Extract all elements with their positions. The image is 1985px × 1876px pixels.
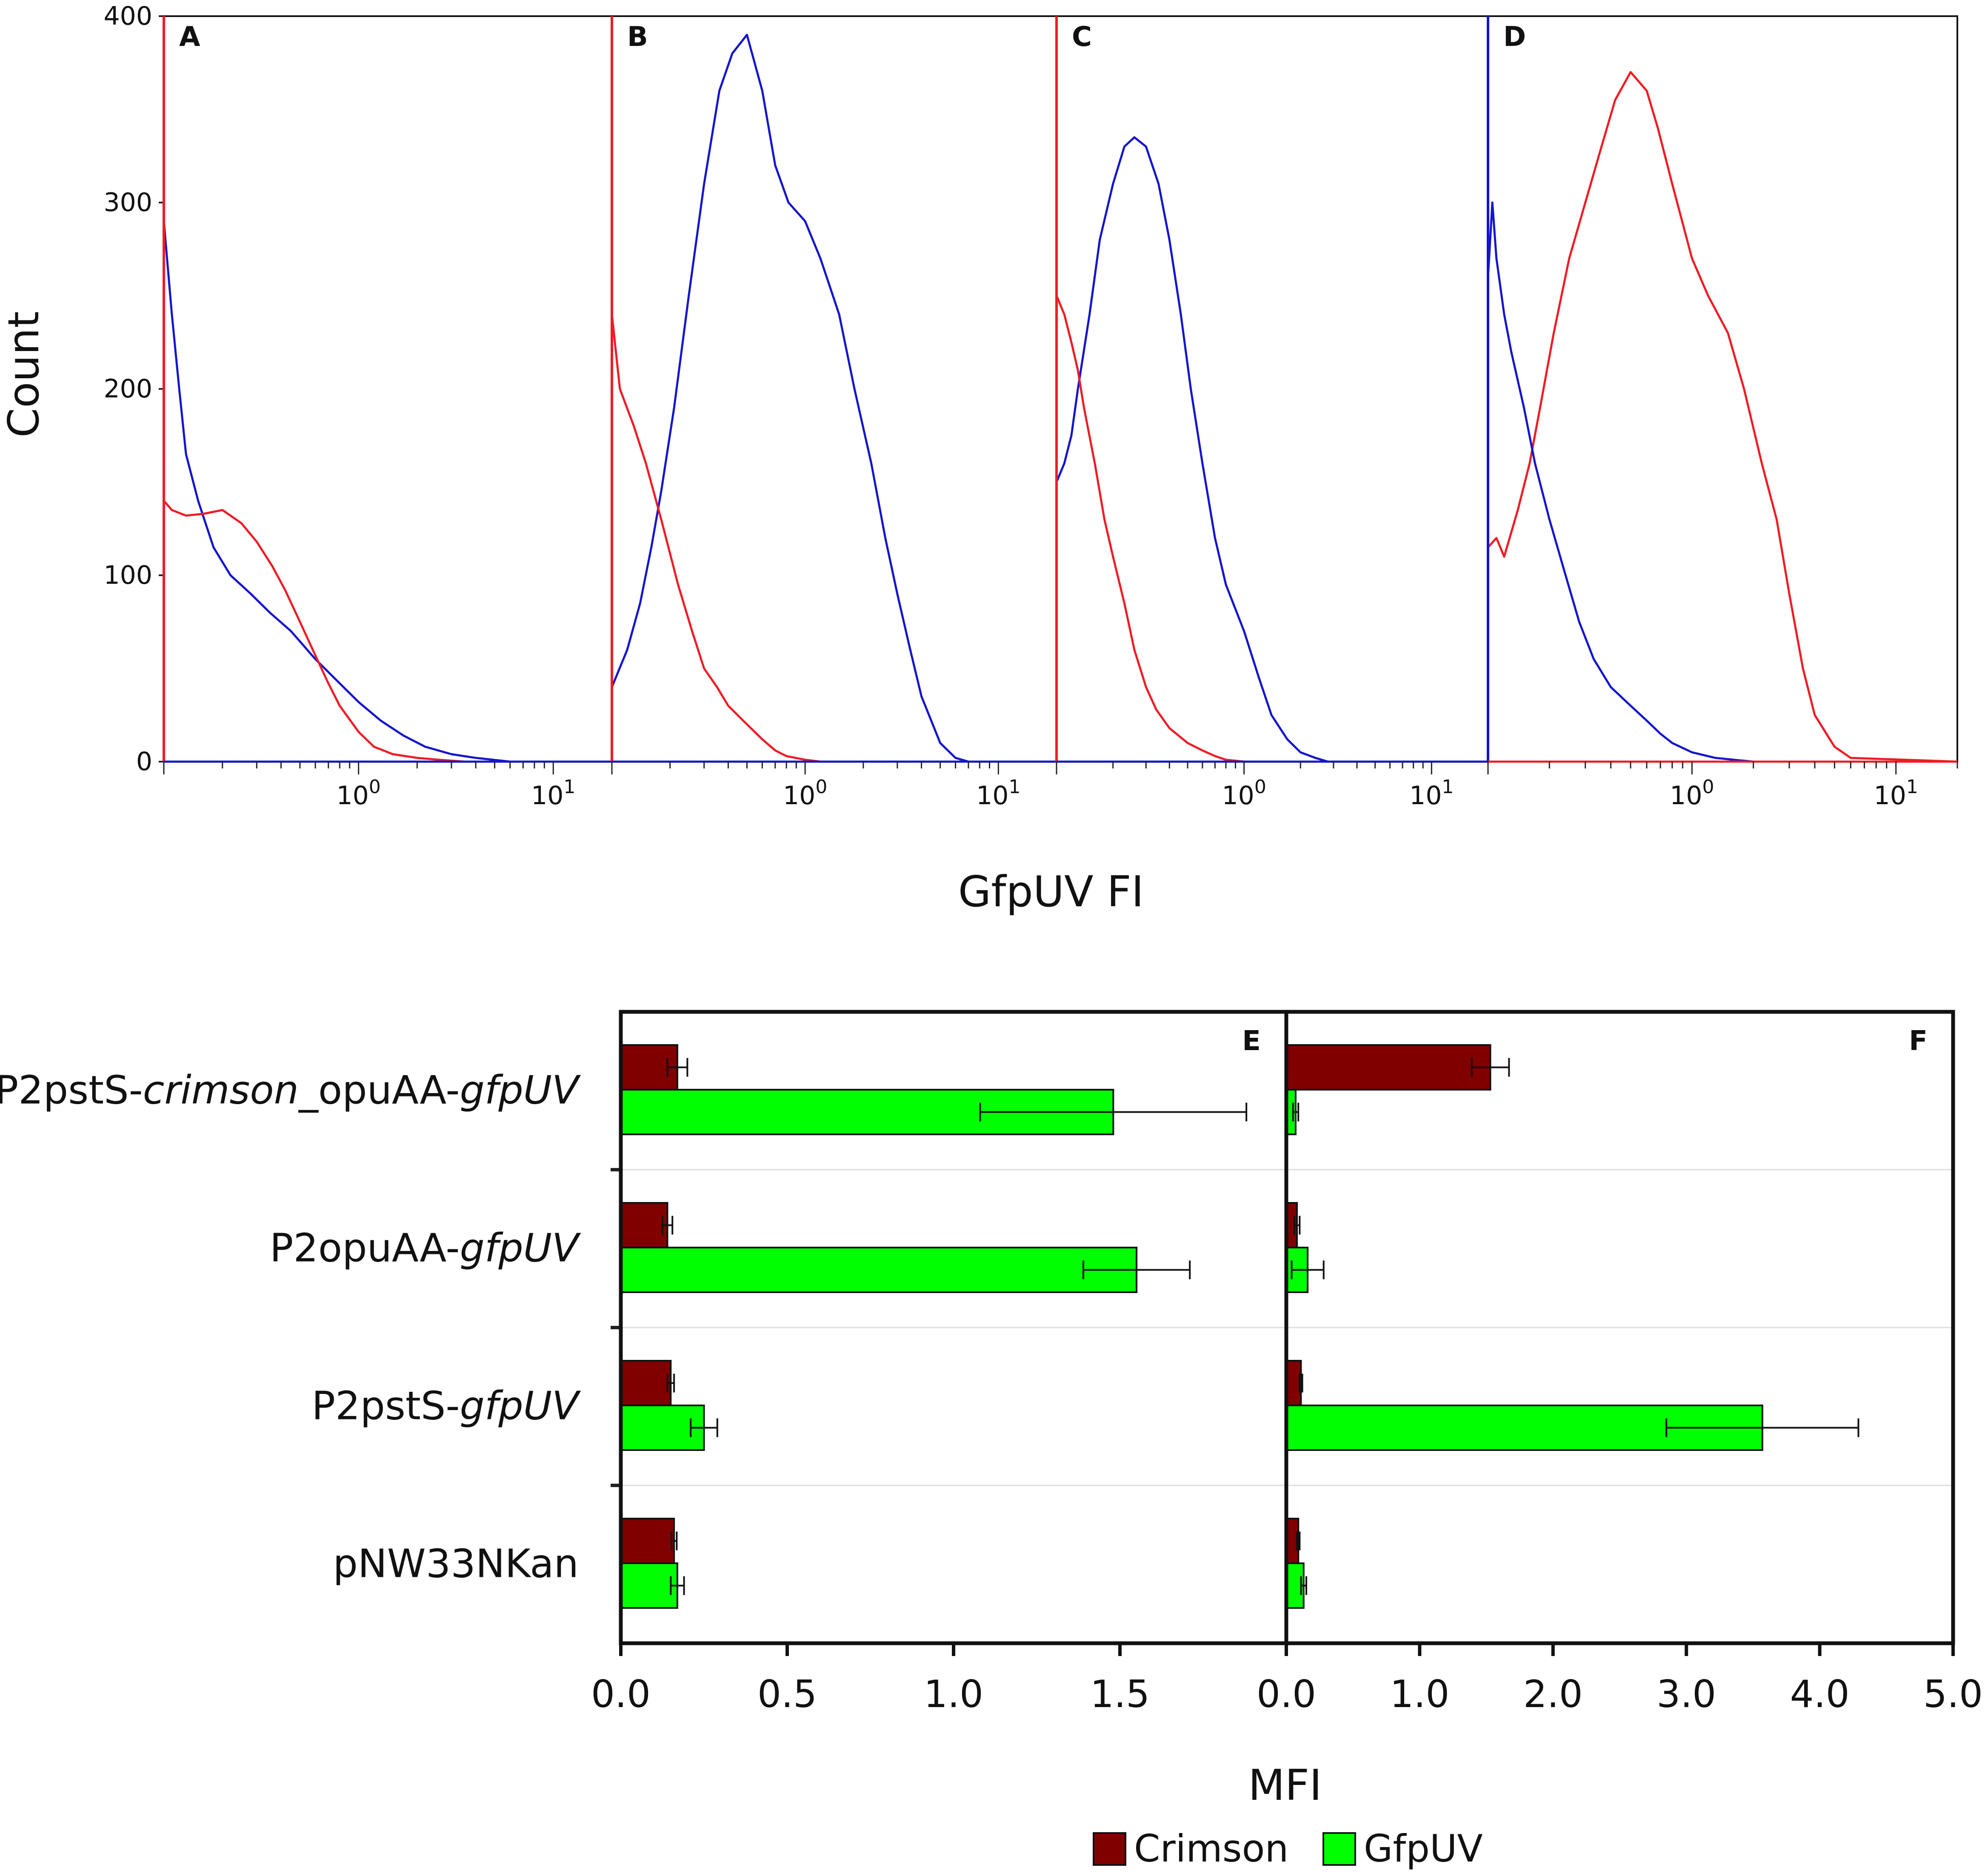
bar-crimson (620, 1202, 668, 1248)
x-tick-exponent: 1 (1008, 776, 1020, 798)
category-label: P2pstS-gfpUV (312, 1383, 582, 1429)
x-tick-label: 0.0 (1257, 1672, 1316, 1716)
legend-label-crimson: Crimson (1134, 1827, 1288, 1870)
category-label: P2pstS-crimson_opuAA-gfpUV (0, 1068, 581, 1113)
x-tick-base: 10 (1874, 781, 1906, 811)
category-label-part: gfpUV (460, 1068, 582, 1113)
x-tick-exponent: 0 (1702, 776, 1714, 798)
x-tick-exponent: 0 (369, 776, 381, 798)
category-label-part: crimson (143, 1068, 299, 1113)
x-tick-label: 1.0 (924, 1672, 983, 1716)
bar-crimson (1285, 1044, 1491, 1091)
x-tick-label: 101 (1409, 776, 1454, 811)
bar-plots: 0.0 0.5 1.0 1.5 E 0.0 1.0 2.0 3.0 4.0 5.0 F (591, 1010, 1983, 1716)
panel-letter-d: D (1503, 21, 1526, 53)
x-tick-label: 5.0 (1923, 1672, 1983, 1716)
x-tick-label: 101 (531, 776, 575, 811)
x-tick-label: 0.0 (591, 1672, 651, 1716)
category-label-part: P2opuAA- (270, 1225, 460, 1271)
series-line-blue (1055, 136, 1488, 763)
legend-label-gfpuv: GfpUV (1364, 1827, 1483, 1870)
category-label-part: gfpUV (460, 1383, 582, 1429)
series-line-red (163, 500, 612, 763)
x-tick-label: 101 (1874, 776, 1918, 811)
category-label-part: P2pstS- (312, 1383, 460, 1429)
x-tick-label: 1.5 (1090, 1672, 1150, 1716)
series-line-red (1487, 71, 1958, 763)
series-line-blue (611, 34, 1057, 763)
y-tick-label: 0 (136, 747, 152, 777)
plot-frame (1284, 1010, 1955, 1645)
panel-letter-a: A (179, 21, 200, 53)
x-tick-exponent: 1 (1442, 776, 1454, 798)
bar-panel-e: 0.0 0.5 1.0 1.5 E (591, 1010, 1288, 1716)
x-tick-exponent: 0 (1254, 776, 1266, 798)
x-tick-base: 10 (336, 781, 368, 811)
y-tick-label: 200 (103, 374, 152, 404)
x-tick-base: 10 (1670, 781, 1702, 811)
bar-crimson (1285, 1360, 1302, 1406)
x-tick-label: 1.0 (1390, 1672, 1449, 1716)
plot-frame (611, 15, 1057, 762)
category-label-part: gfpUV (460, 1225, 582, 1271)
x-tick-base: 10 (783, 781, 815, 811)
bar-category-labels: P2pstS-crimson_opuAA-gfpUVP2opuAA-gfpUVP… (0, 1068, 581, 1587)
panel-letter-c: C (1072, 21, 1092, 53)
x-tick-exponent: 1 (1906, 776, 1918, 798)
x-tick-label: 3.0 (1657, 1672, 1716, 1716)
histogram-y-axis-title: Count (0, 311, 49, 438)
histogram-y-axis: 0 100 200 300 400 (103, 1, 164, 777)
x-tick-label: 100 (336, 776, 380, 811)
plot-frame (163, 15, 613, 762)
bar-crimson (620, 1518, 675, 1564)
x-tick-label: 0.5 (757, 1672, 817, 1716)
y-tick-label: 100 (103, 560, 152, 590)
x-tick-exponent: 1 (563, 776, 575, 798)
plot-frame (1056, 15, 1489, 762)
bar-chart-panels: P2pstS-crimson_opuAA-gfpUVP2opuAA-gfpUVP… (0, 1010, 1983, 1870)
x-tick-base: 10 (1222, 781, 1254, 811)
x-tick-base: 10 (1409, 781, 1442, 811)
bar-panel-f: 0.0 1.0 2.0 3.0 4.0 5.0 F (1257, 1010, 1983, 1716)
y-tick-label: 400 (103, 1, 152, 31)
histogram-x-axis-title: GfpUV FI (958, 867, 1144, 917)
series-line-blue (163, 221, 612, 763)
bar-crimson (620, 1360, 672, 1406)
bar-x-axis-title: MFI (1248, 1760, 1322, 1810)
bar-gfpuv (620, 1247, 1138, 1293)
category-label-part: P2pstS- (0, 1068, 143, 1113)
x-tick-base: 10 (531, 781, 563, 811)
legend-swatch-crimson (1093, 1832, 1126, 1866)
x-tick-label: 100 (1670, 776, 1714, 811)
x-tick-label: 101 (976, 776, 1020, 811)
legend-swatch-gfpuv (1322, 1832, 1356, 1866)
category-label: pNW33NKan (333, 1541, 579, 1587)
x-tick-label: 2.0 (1523, 1672, 1583, 1716)
panel-letter-e: E (1242, 1025, 1261, 1057)
bar-gfpuv (620, 1562, 678, 1609)
x-tick-label: 4.0 (1790, 1672, 1850, 1716)
x-tick-label: 100 (1222, 776, 1266, 811)
plot-frame (1487, 15, 1958, 762)
category-label-part: _opuAA- (298, 1068, 460, 1113)
legend: Crimson GfpUV (1093, 1827, 1483, 1870)
series-line-blue (1487, 201, 1957, 763)
category-label-part: pNW33NKan (333, 1541, 579, 1587)
category-label: P2opuAA-gfpUV (270, 1225, 581, 1271)
panel-letter-f: F (1909, 1025, 1928, 1057)
panel-letter-b: B (627, 21, 648, 53)
x-tick-label: 100 (783, 776, 827, 811)
x-tick-exponent: 0 (815, 776, 827, 798)
x-tick-base: 10 (976, 781, 1008, 811)
series-line-red (1055, 295, 1488, 763)
y-tick-label: 300 (103, 188, 152, 217)
